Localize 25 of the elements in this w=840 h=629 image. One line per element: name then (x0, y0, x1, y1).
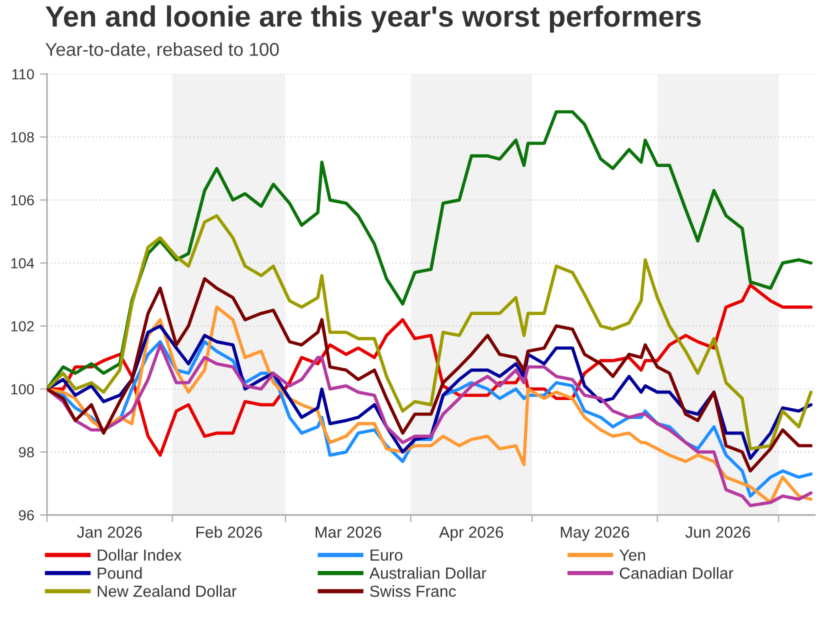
y-tick-label: 106 (11, 195, 34, 206)
y-tick-label: 108 (11, 132, 34, 142)
legend-label: Euro (370, 550, 402, 561)
legend-label: New Zealand Dollar (98, 585, 237, 597)
chart-subtitle: Year-to-date, rebased to 100 (45, 42, 279, 58)
y-tick-label: 110 (12, 69, 34, 80)
legend-label: Dollar Index (98, 549, 182, 561)
x-tick-label: Jun 2026 (685, 526, 750, 538)
legend-label: Australian Dollar (369, 567, 486, 579)
x-tick-label: May 2026 (560, 526, 630, 541)
legend-label: Swiss Franc (370, 585, 456, 597)
x-tick-label: Feb 2026 (196, 526, 262, 538)
line-series (47, 214, 813, 450)
y-tick-label: 96 (18, 510, 34, 520)
x-tick-label: Jan 2026 (77, 526, 142, 538)
legend-label: Yen (619, 550, 646, 561)
legend-label: Pound (98, 567, 142, 579)
y-tick-label: 102 (11, 321, 34, 332)
y-tick-label: 104 (11, 258, 34, 268)
chart-title: Yen and loonie are this year's worst performers (45, 5, 701, 33)
y-tick-label: 100 (11, 384, 34, 394)
x-tick-label: Mar 2026 (316, 526, 382, 538)
x-tick-label: Apr 2026 (439, 526, 504, 541)
legend-label: Canadian Dollar (620, 567, 734, 579)
y-tick-label: 98 (18, 447, 34, 458)
